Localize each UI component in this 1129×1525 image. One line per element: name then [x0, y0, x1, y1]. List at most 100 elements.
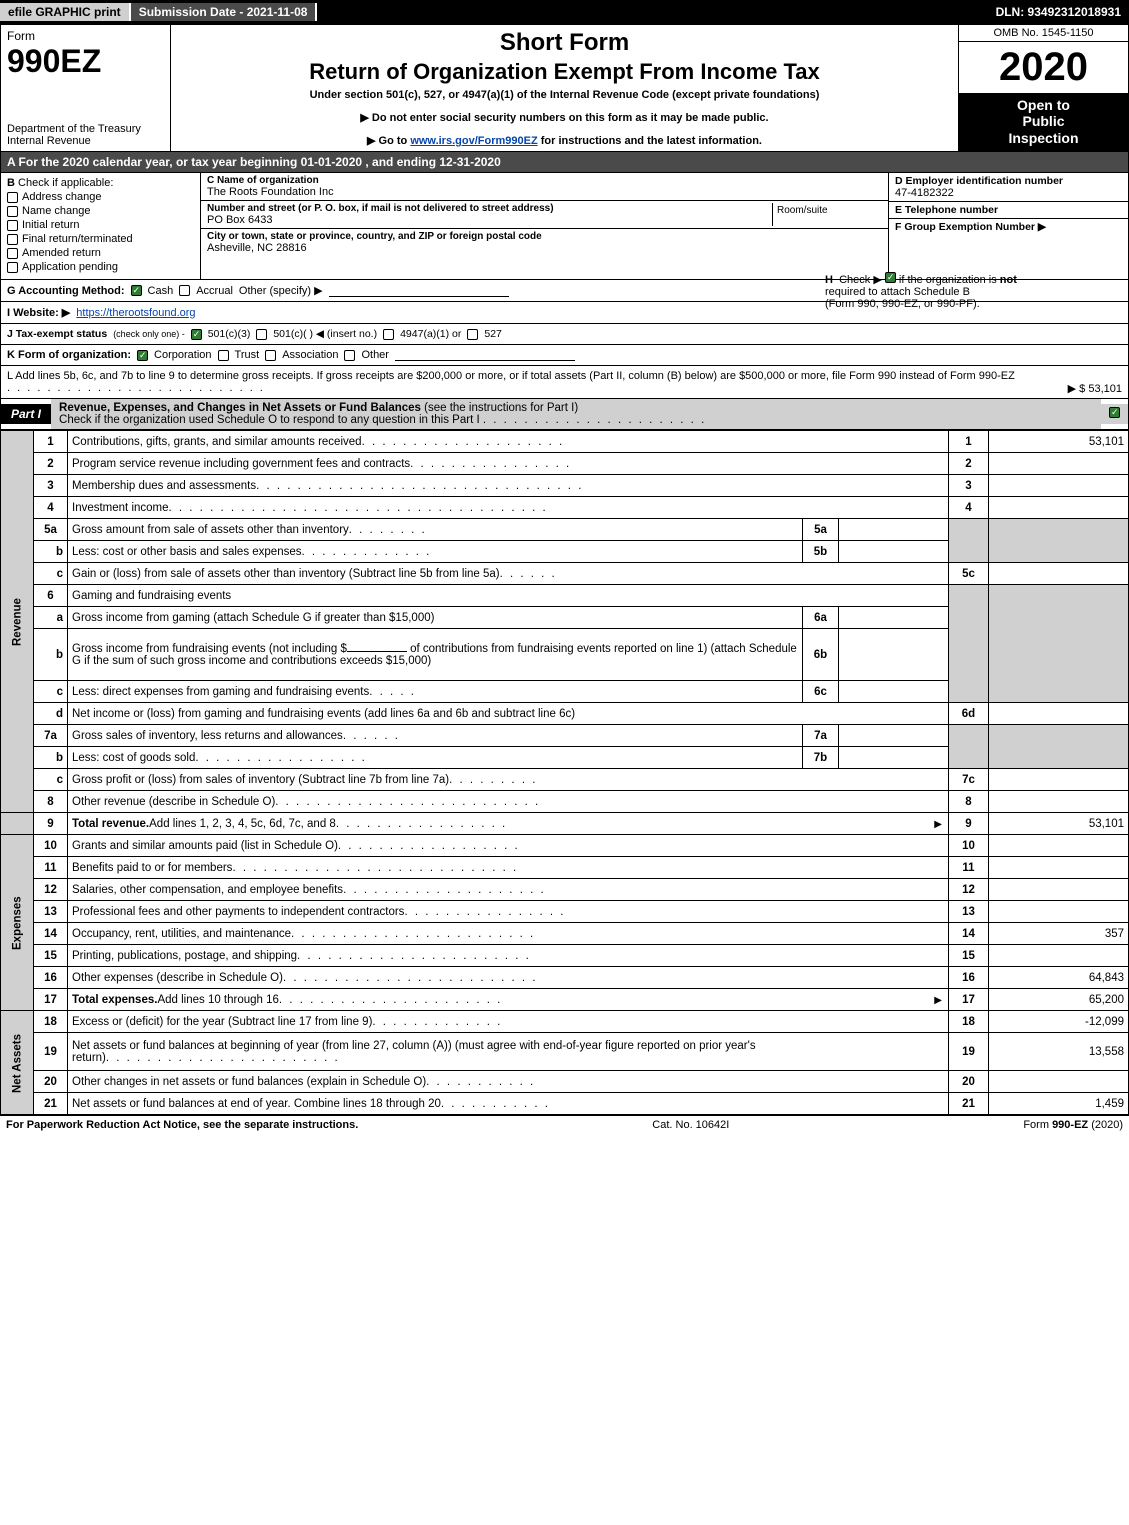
lnum: 12	[34, 879, 68, 901]
org-address: PO Box 6433	[207, 214, 772, 226]
g-other-blank[interactable]	[329, 285, 509, 297]
h-text4: (Form 990, 990-EZ, or 990-PF).	[825, 298, 980, 310]
lnum: b	[34, 747, 68, 769]
checkbox-trust-icon[interactable]	[218, 350, 229, 361]
row-h: H Check ▶ if the organization is not req…	[823, 270, 1123, 312]
lnum: 9	[34, 813, 68, 835]
rval: 65,200	[989, 989, 1129, 1011]
lnum: d	[34, 703, 68, 725]
part1-check[interactable]	[1101, 404, 1128, 424]
checkbox-501c-icon[interactable]	[256, 329, 267, 340]
rnum: 18	[949, 1011, 989, 1033]
mini-val	[839, 519, 949, 541]
mini-num: 7a	[803, 725, 839, 747]
checkbox-assoc-icon[interactable]	[265, 350, 276, 361]
line-desc: Benefits paid to or for members	[72, 862, 232, 874]
arrow-icon	[934, 818, 944, 830]
checkbox-icon	[7, 234, 18, 245]
mini-val	[839, 629, 949, 681]
line-7a: 7a Gross sales of inventory, less return…	[1, 725, 1129, 747]
rval: 1,459	[989, 1093, 1129, 1115]
chk-label: Application pending	[22, 261, 118, 273]
rnum-grey	[949, 519, 989, 563]
rval	[989, 901, 1129, 923]
part1-title-bold: Revenue, Expenses, and Changes in Net As…	[59, 402, 421, 414]
rnum: 4	[949, 497, 989, 519]
checkbox-icon	[7, 206, 18, 217]
rnum: 5c	[949, 563, 989, 585]
lnum: 17	[34, 989, 68, 1011]
rval	[989, 497, 1129, 519]
mini-num: 5b	[803, 541, 839, 563]
line-desc: Gross amount from sale of assets other t…	[72, 524, 349, 536]
rnum: 20	[949, 1071, 989, 1093]
website-link[interactable]: https://therootsfound.org	[76, 307, 195, 319]
chk-label: Address change	[22, 191, 102, 203]
line-5a: 5a Gross amount from sale of assets othe…	[1, 519, 1129, 541]
lnum: 13	[34, 901, 68, 923]
omb-number: OMB No. 1545-1150	[959, 25, 1128, 42]
lnum: a	[34, 607, 68, 629]
lnum: 1	[34, 431, 68, 453]
line-7c: c Gross profit or (loss) from sales of i…	[1, 769, 1129, 791]
chk-final-return[interactable]: Final return/terminated	[7, 233, 194, 245]
line-desc: Other expenses (describe in Schedule O)	[72, 972, 283, 984]
line-11: 11 Benefits paid to or for members. . . …	[1, 857, 1129, 879]
checkbox-other-icon[interactable]	[344, 350, 355, 361]
row-g-accounting: G Accounting Method: Cash Accrual Other …	[0, 280, 1129, 302]
checkbox-icon	[7, 192, 18, 203]
checkbox-4947-icon[interactable]	[383, 329, 394, 340]
checkbox-accrual-icon[interactable]	[179, 285, 190, 296]
checkbox-cash-icon[interactable]	[131, 285, 142, 296]
e-phone-label: E Telephone number	[895, 204, 1122, 216]
g-other: Other (specify) ▶	[239, 284, 323, 297]
chk-label: Final return/terminated	[22, 233, 133, 245]
mini-num: 6b	[803, 629, 839, 681]
rnum: 21	[949, 1093, 989, 1115]
chk-application-pending[interactable]: Application pending	[7, 261, 194, 273]
checkbox-527-icon[interactable]	[467, 329, 478, 340]
side-revenue: Revenue	[1, 431, 34, 813]
line-14: 14 Occupancy, rent, utilities, and maint…	[1, 923, 1129, 945]
lnum: 18	[34, 1011, 68, 1033]
line-9: 9 Total revenue. Add lines 1, 2, 3, 4, 5…	[1, 813, 1129, 835]
col-def: D Employer identification number 47-4182…	[888, 173, 1128, 279]
irs-link[interactable]: www.irs.gov/Form990EZ	[410, 135, 537, 147]
line-desc: Net assets or fund balances at end of ye…	[72, 1098, 441, 1110]
chk-name-change[interactable]: Name change	[7, 205, 194, 217]
city-label: City or town, state or province, country…	[207, 231, 882, 242]
line-3: 3 Membership dues and assessments. . . .…	[1, 475, 1129, 497]
checkbox-corp-icon[interactable]	[137, 350, 148, 361]
lnum: 4	[34, 497, 68, 519]
line-10: Expenses 10 Grants and similar amounts p…	[1, 835, 1129, 857]
k-trust: Trust	[235, 349, 260, 361]
j-501c: 501(c)( ) ◀ (insert no.)	[273, 328, 377, 340]
checkbox-501c3-icon[interactable]	[191, 329, 202, 340]
h-text2: if the organization is	[899, 274, 1000, 286]
line-1: Revenue 1 Contributions, gifts, grants, …	[1, 431, 1129, 453]
checkbox-h-icon[interactable]	[885, 272, 896, 283]
h-text3: required to attach Schedule B	[825, 286, 970, 298]
chk-amended-return[interactable]: Amended return	[7, 247, 194, 259]
row-l-gross-receipts: L Add lines 5b, 6c, and 7b to line 9 to …	[0, 366, 1129, 399]
rnum-grey	[949, 725, 989, 769]
notice-ssn: ▶ Do not enter social security numbers o…	[360, 111, 768, 124]
room-suite: Room/suite	[772, 203, 882, 226]
rval	[989, 791, 1129, 813]
rnum: 13	[949, 901, 989, 923]
k-other-blank[interactable]	[395, 349, 575, 361]
lnum: 16	[34, 967, 68, 989]
line-desc: Investment income	[72, 502, 169, 514]
b-label: B	[7, 177, 15, 189]
chk-initial-return[interactable]: Initial return	[7, 219, 194, 231]
lnum: 8	[34, 791, 68, 813]
h-not: not	[1000, 274, 1017, 286]
g-cash: Cash	[148, 285, 174, 297]
chk-address-change[interactable]: Address change	[7, 191, 194, 203]
efile-print[interactable]: efile GRAPHIC print	[0, 3, 131, 21]
lnum: 15	[34, 945, 68, 967]
footer-catno: Cat. No. 10642I	[652, 1119, 729, 1131]
submission-date: Submission Date - 2021-11-08	[131, 3, 318, 21]
line-desc: Gross income from gaming (attach Schedul…	[68, 607, 803, 629]
l-text: L Add lines 5b, 6c, and 7b to line 9 to …	[7, 370, 1015, 382]
